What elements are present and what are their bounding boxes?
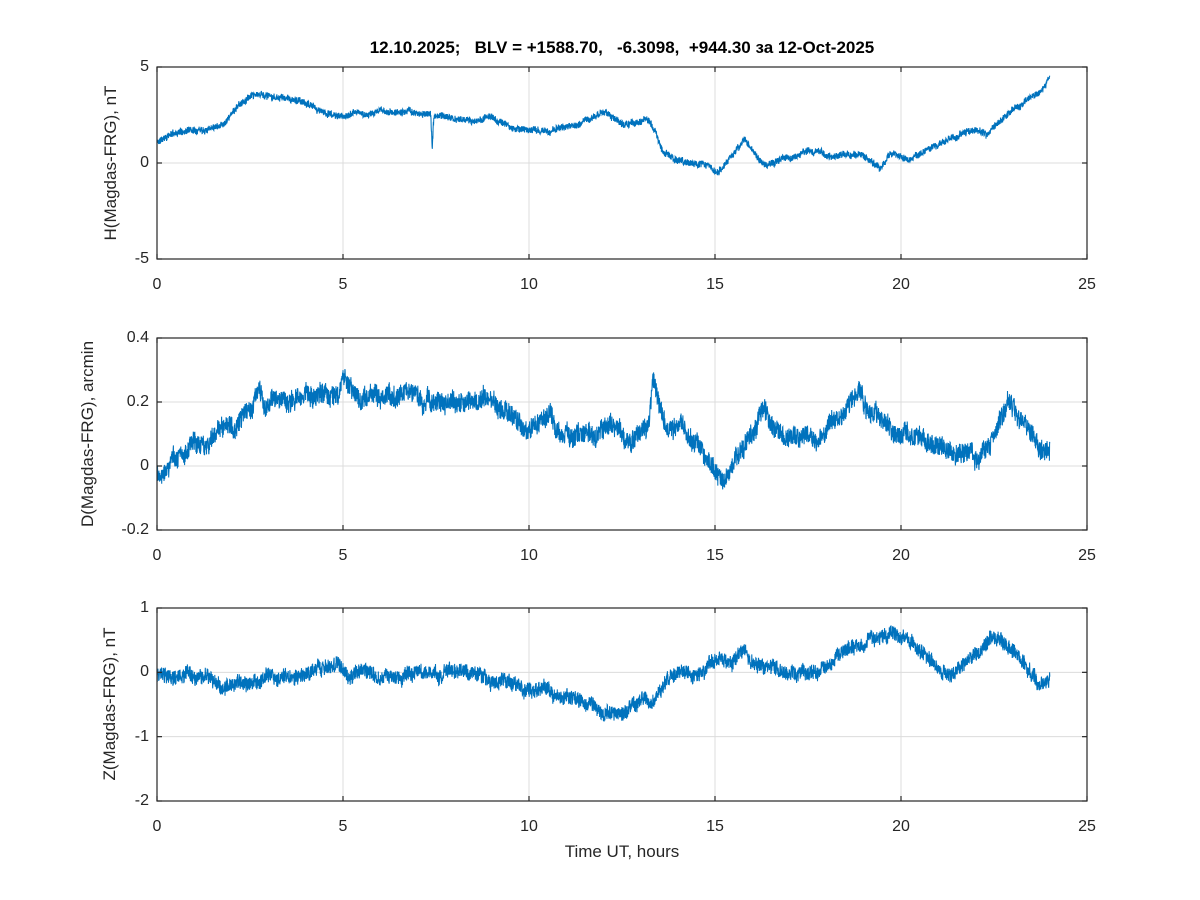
data-line-z (156, 625, 1051, 722)
x-axis-label: Time UT, hours (564, 842, 680, 861)
y-tick-label: 5 (140, 58, 149, 75)
subplot-h (156, 66, 1088, 260)
x-tick-label: 15 (706, 547, 724, 564)
x-tick-label: 25 (1078, 276, 1096, 293)
x-tick-label: 5 (338, 818, 348, 835)
y-tick-label: -0.2 (121, 521, 149, 538)
x-tick-label: 10 (520, 547, 538, 564)
x-tick-label: 0 (152, 818, 162, 835)
subplot-d (156, 337, 1088, 531)
x-tick-label: 10 (520, 818, 538, 835)
x-tick-label: 20 (892, 276, 910, 293)
y-tick-label: -1 (134, 727, 149, 745)
axes-box (156, 337, 1088, 531)
data-line-d (156, 369, 1051, 490)
y-tick-label: -5 (134, 250, 149, 267)
x-tick-label: 15 (706, 276, 724, 293)
x-tick-label: 5 (338, 276, 348, 293)
axes-box (156, 607, 1088, 802)
x-tick-label: 25 (1078, 547, 1096, 564)
x-tick-label: 20 (892, 818, 910, 835)
x-tick-label: 20 (892, 547, 910, 564)
y-tick-label: 0 (140, 154, 149, 171)
x-tick-label: 25 (1078, 818, 1096, 835)
axes-box (156, 66, 1088, 260)
x-tick-label: 15 (706, 818, 724, 835)
y-tick-label: 0.4 (126, 329, 149, 346)
y-tick-label: 0 (140, 457, 149, 474)
x-tick-label: 10 (520, 276, 538, 293)
y-tick-label: 1 (140, 599, 149, 616)
y-tick-label: -2 (134, 792, 149, 809)
x-tick-label: 0 (152, 276, 162, 293)
data-line-h (156, 75, 1051, 176)
y-tick-label: 0.2 (126, 393, 149, 410)
x-tick-label: 0 (152, 547, 162, 564)
y-tick-label: 0 (140, 663, 149, 681)
figure-title: 12.10.2025; BLV = +1588.70, -6.3098, +94… (369, 38, 875, 57)
subplot-z (156, 607, 1088, 802)
x-tick-label: 5 (338, 547, 348, 564)
